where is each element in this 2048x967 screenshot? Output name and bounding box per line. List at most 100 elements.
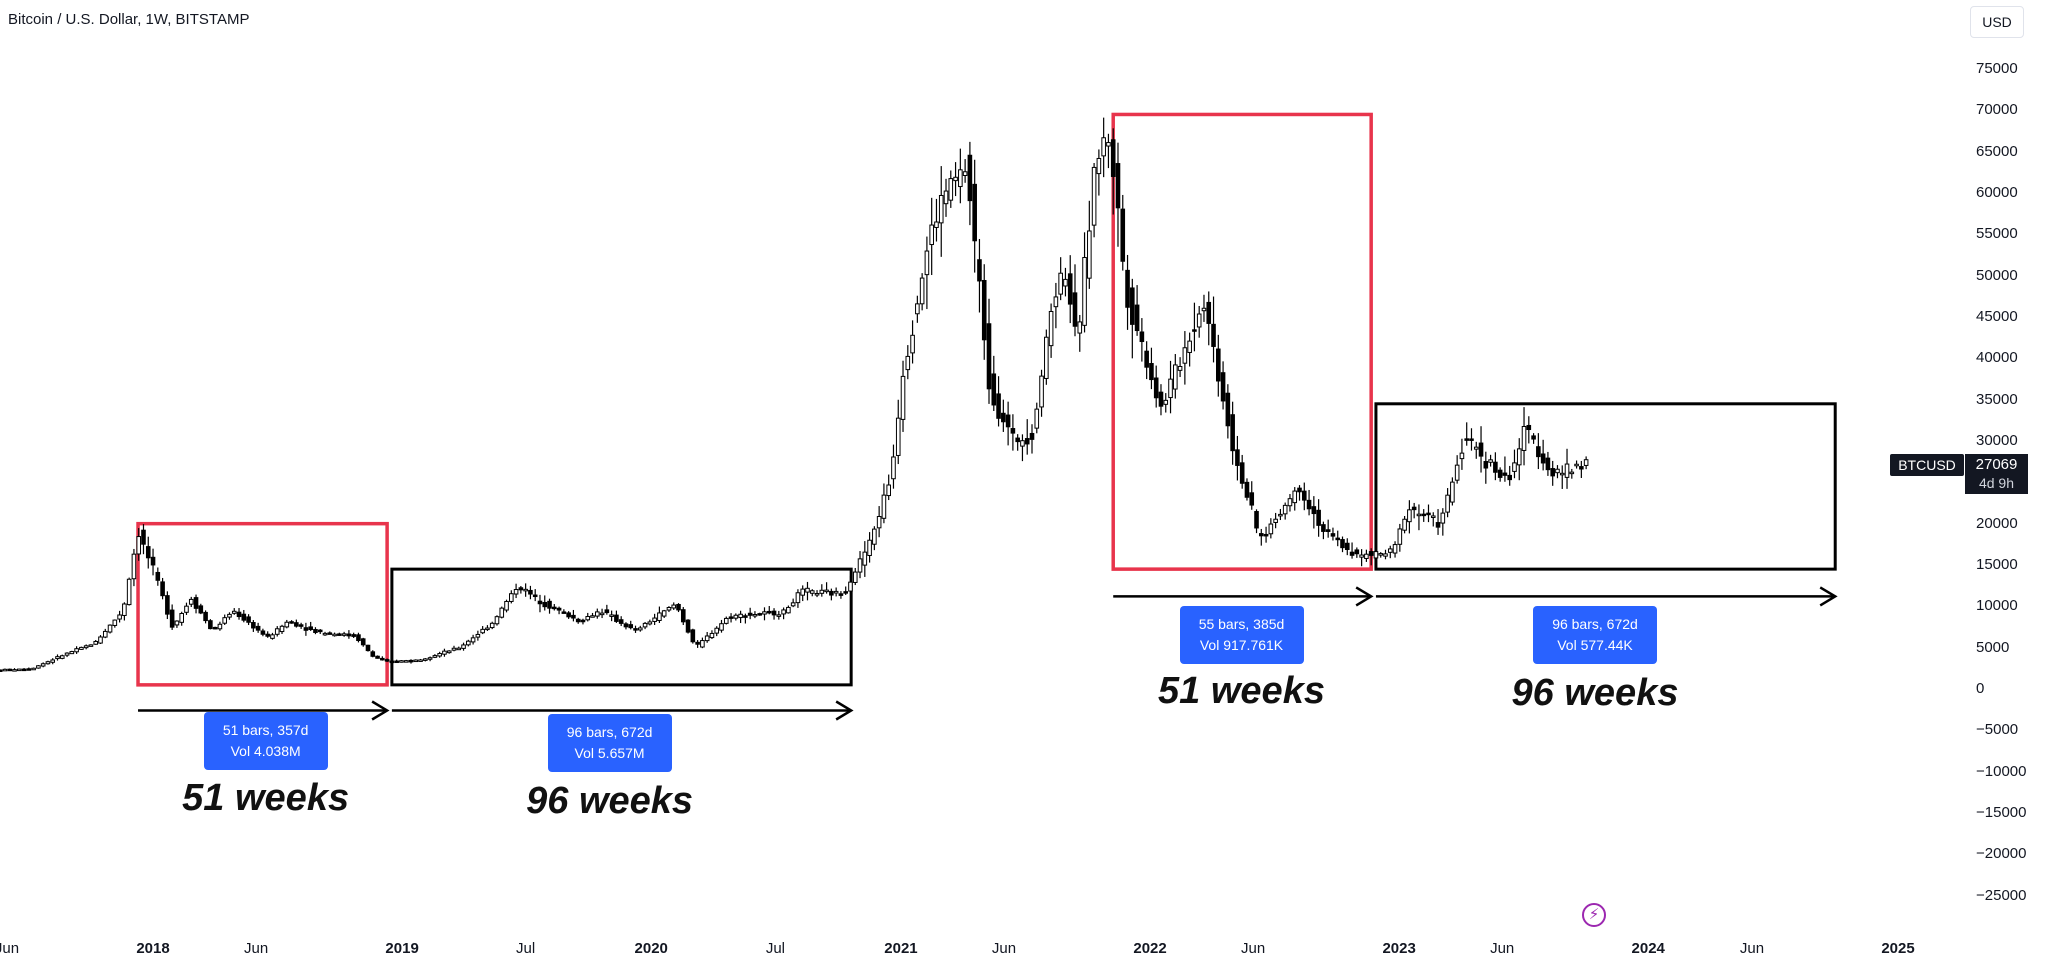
x-tick-label: Jun: [1490, 940, 1515, 957]
candle-body: [1182, 347, 1188, 364]
measure-bars-text: 55 bars, 385d: [1198, 616, 1285, 633]
candle-body: [1087, 230, 1092, 279]
candle-body: [1512, 462, 1517, 472]
candle-body: [690, 629, 696, 643]
candle-body: [1273, 518, 1278, 523]
candle-body: [332, 633, 337, 637]
candle-body: [408, 659, 414, 663]
candle-body: [542, 601, 548, 608]
measure-arrow-head: [371, 700, 390, 721]
candle-body: [337, 633, 342, 636]
candle-body: [346, 633, 352, 637]
candle-body: [1177, 365, 1183, 371]
candle-body: [446, 650, 452, 654]
candle-body: [814, 593, 820, 596]
candle-body: [93, 640, 99, 645]
candle-body: [609, 614, 614, 617]
measure-info-box: 51 bars, 357d Vol 4.038M: [203, 712, 328, 771]
candle-body: [1469, 438, 1474, 441]
y-tick-label: 15000: [1976, 556, 2018, 573]
candle-body: [1402, 518, 1407, 531]
candle-body: [1134, 304, 1140, 332]
currency-button[interactable]: USD: [1970, 6, 2024, 38]
candle-body: [614, 614, 619, 622]
candle-body: [298, 624, 304, 627]
candle-body: [1526, 424, 1532, 431]
y-tick-label: 0: [1976, 680, 1985, 697]
lightning-icon[interactable]: ⚡: [1582, 903, 1606, 927]
y-tick-label: 75000: [1976, 60, 2018, 77]
candle-body: [145, 546, 151, 559]
candle-body: [1115, 163, 1121, 209]
candle-body: [494, 616, 500, 625]
candle-body: [461, 644, 466, 649]
candle-body: [666, 607, 672, 611]
y-tick-label: −10000: [1976, 762, 2027, 780]
candle-body: [924, 250, 930, 276]
candle-body: [1130, 287, 1135, 325]
weeks-annotation: 96 weeks: [1511, 672, 1679, 715]
candle-body: [671, 604, 677, 609]
candle-body: [212, 626, 218, 630]
candle-body: [21, 668, 27, 672]
candle-body: [509, 593, 514, 602]
candle-body: [1359, 554, 1364, 558]
candle-body: [819, 589, 825, 594]
candle-body: [891, 456, 896, 480]
candle-body: [246, 616, 251, 623]
measure-arrow-head: [1355, 586, 1374, 607]
candle-body: [26, 668, 32, 671]
candle-body: [915, 303, 920, 315]
candle-body: [657, 612, 662, 621]
candle-body: [575, 618, 581, 623]
y-tick-label: 55000: [1976, 225, 2018, 243]
y-tick-label: 70000: [1976, 101, 2018, 119]
measure-bars-text: 96 bars, 672d: [566, 723, 653, 740]
candle-body: [1278, 513, 1283, 517]
candle-body: [1306, 499, 1312, 510]
candle-body: [1287, 498, 1293, 507]
candle-body: [1292, 490, 1298, 504]
candle-body: [313, 629, 318, 633]
black-box-2019-2020: [390, 567, 853, 687]
candle-body: [432, 655, 438, 658]
candle-body: [107, 624, 113, 633]
candles-layer: [0, 117, 1589, 672]
candle-body: [685, 619, 691, 633]
candle-body: [523, 588, 528, 592]
candle-body: [1583, 459, 1589, 466]
candle-body: [1297, 487, 1302, 493]
candle-body: [967, 154, 973, 202]
candle-body: [1493, 461, 1498, 473]
candle-body: [160, 581, 165, 597]
candle-body: [480, 628, 485, 634]
symbol-title[interactable]: Bitcoin / U.S. Dollar, 1W, BITSTAMP: [8, 11, 250, 28]
candle-body: [365, 644, 371, 652]
candle-body: [676, 603, 681, 611]
candle-body: [1005, 414, 1011, 428]
candle-body: [518, 587, 524, 591]
candle-body: [1211, 323, 1216, 347]
candle-body: [303, 627, 309, 631]
candle-body: [1349, 551, 1355, 556]
candle-body: [695, 641, 700, 645]
x-tick-label: 2023: [1382, 940, 1416, 957]
x-tick-label: Jun: [0, 940, 20, 957]
candle-body: [83, 645, 89, 649]
candle-body: [294, 622, 299, 627]
candle-body: [943, 190, 949, 205]
candle-body: [1516, 448, 1522, 466]
candle-body: [198, 605, 204, 614]
candle-body: [1258, 533, 1264, 537]
y-tick-label: −20000: [1976, 845, 2027, 863]
candle-body: [790, 602, 796, 607]
candle-body: [255, 625, 261, 631]
candle-body: [642, 622, 648, 628]
candle-body: [986, 323, 992, 390]
candle-body: [0, 669, 3, 672]
candle-body: [929, 224, 934, 246]
candle-body: [571, 614, 576, 619]
weeks-annotation: 96 weeks: [526, 779, 694, 822]
candle-body: [1106, 142, 1111, 147]
